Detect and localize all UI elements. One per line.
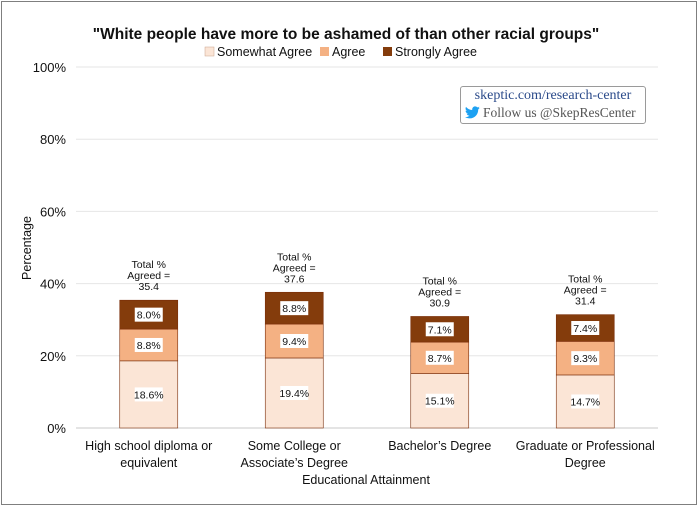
y-axis-title: Percentage bbox=[20, 216, 34, 280]
y-tick-label: 60% bbox=[40, 204, 66, 219]
branding-follow[interactable]: Follow us @SkepResCenter bbox=[465, 105, 636, 121]
total-label: Agreed = bbox=[564, 285, 607, 297]
total-label: Agreed = bbox=[127, 270, 170, 282]
total-label: Total % bbox=[277, 251, 311, 263]
data-label: 8.8% bbox=[282, 303, 306, 315]
data-label: 15.1% bbox=[425, 396, 455, 408]
legend-swatch bbox=[383, 47, 392, 56]
total-label: 37.6 bbox=[284, 273, 305, 285]
data-label-bg bbox=[571, 321, 600, 336]
data-label-bg bbox=[425, 350, 454, 365]
data-label-bg bbox=[425, 322, 454, 337]
data-label: 9.4% bbox=[282, 336, 306, 348]
total-label: Agreed = bbox=[418, 286, 461, 298]
data-label-bg bbox=[280, 385, 309, 400]
data-label-bg bbox=[571, 351, 600, 366]
chart-title: "White people have more to be ashamed of… bbox=[93, 26, 599, 43]
data-label: 8.8% bbox=[137, 340, 161, 352]
total-label: Total % bbox=[568, 274, 602, 286]
data-label-bg bbox=[571, 394, 600, 409]
data-label-bg bbox=[280, 333, 309, 348]
data-label: 18.6% bbox=[134, 389, 164, 401]
legend-label: Strongly Agree bbox=[395, 45, 477, 59]
total-label: 35.4 bbox=[139, 281, 160, 293]
total-label: 30.9 bbox=[430, 297, 451, 309]
legend-label: Somewhat Agree bbox=[217, 45, 312, 59]
twitter-bird-icon bbox=[465, 106, 480, 119]
total-label: Total % bbox=[132, 259, 166, 271]
legend-swatch bbox=[320, 47, 329, 56]
data-label: 7.4% bbox=[573, 323, 597, 335]
data-label: 9.3% bbox=[573, 353, 597, 365]
data-label: 8.0% bbox=[137, 310, 161, 322]
legend-label: Agree bbox=[332, 45, 365, 59]
data-label-bg bbox=[134, 387, 163, 402]
x-tick-label: High school diploma or bbox=[85, 439, 212, 453]
y-tick-label: 100% bbox=[33, 60, 67, 75]
branding-url[interactable]: skeptic.com/research-center bbox=[474, 88, 632, 103]
total-label: Total % bbox=[423, 275, 457, 287]
legend-swatch bbox=[204, 46, 215, 57]
y-tick-label: 0% bbox=[47, 421, 66, 436]
data-label: 7.1% bbox=[428, 324, 452, 336]
branding-badge: skeptic.com/research-center Follow us @S… bbox=[460, 86, 646, 124]
y-tick-label: 20% bbox=[40, 349, 66, 364]
x-tick-label: Associate’s Degree bbox=[241, 456, 349, 470]
x-tick-label: Degree bbox=[565, 456, 606, 470]
y-tick-label: 40% bbox=[40, 277, 66, 292]
x-tick-label: equivalent bbox=[120, 456, 178, 470]
total-label: 31.4 bbox=[575, 296, 596, 308]
x-tick-label: Graduate or Professional bbox=[516, 439, 655, 453]
data-label: 8.7% bbox=[428, 353, 452, 365]
x-axis-title: Educational Attainment bbox=[302, 473, 430, 487]
total-label: Agreed = bbox=[273, 262, 316, 274]
data-label: 19.4% bbox=[279, 388, 309, 400]
branding-follow-text: Follow us @SkepResCenter bbox=[483, 105, 636, 120]
data-label-bg bbox=[280, 301, 309, 316]
data-label-bg bbox=[134, 307, 163, 322]
data-label-bg bbox=[134, 337, 163, 352]
x-tick-label: Bachelor’s Degree bbox=[388, 439, 491, 453]
data-label: 14.7% bbox=[570, 396, 600, 408]
y-tick-label: 80% bbox=[40, 132, 66, 147]
data-label-bg bbox=[425, 393, 454, 408]
x-tick-label: Some College or bbox=[248, 439, 341, 453]
